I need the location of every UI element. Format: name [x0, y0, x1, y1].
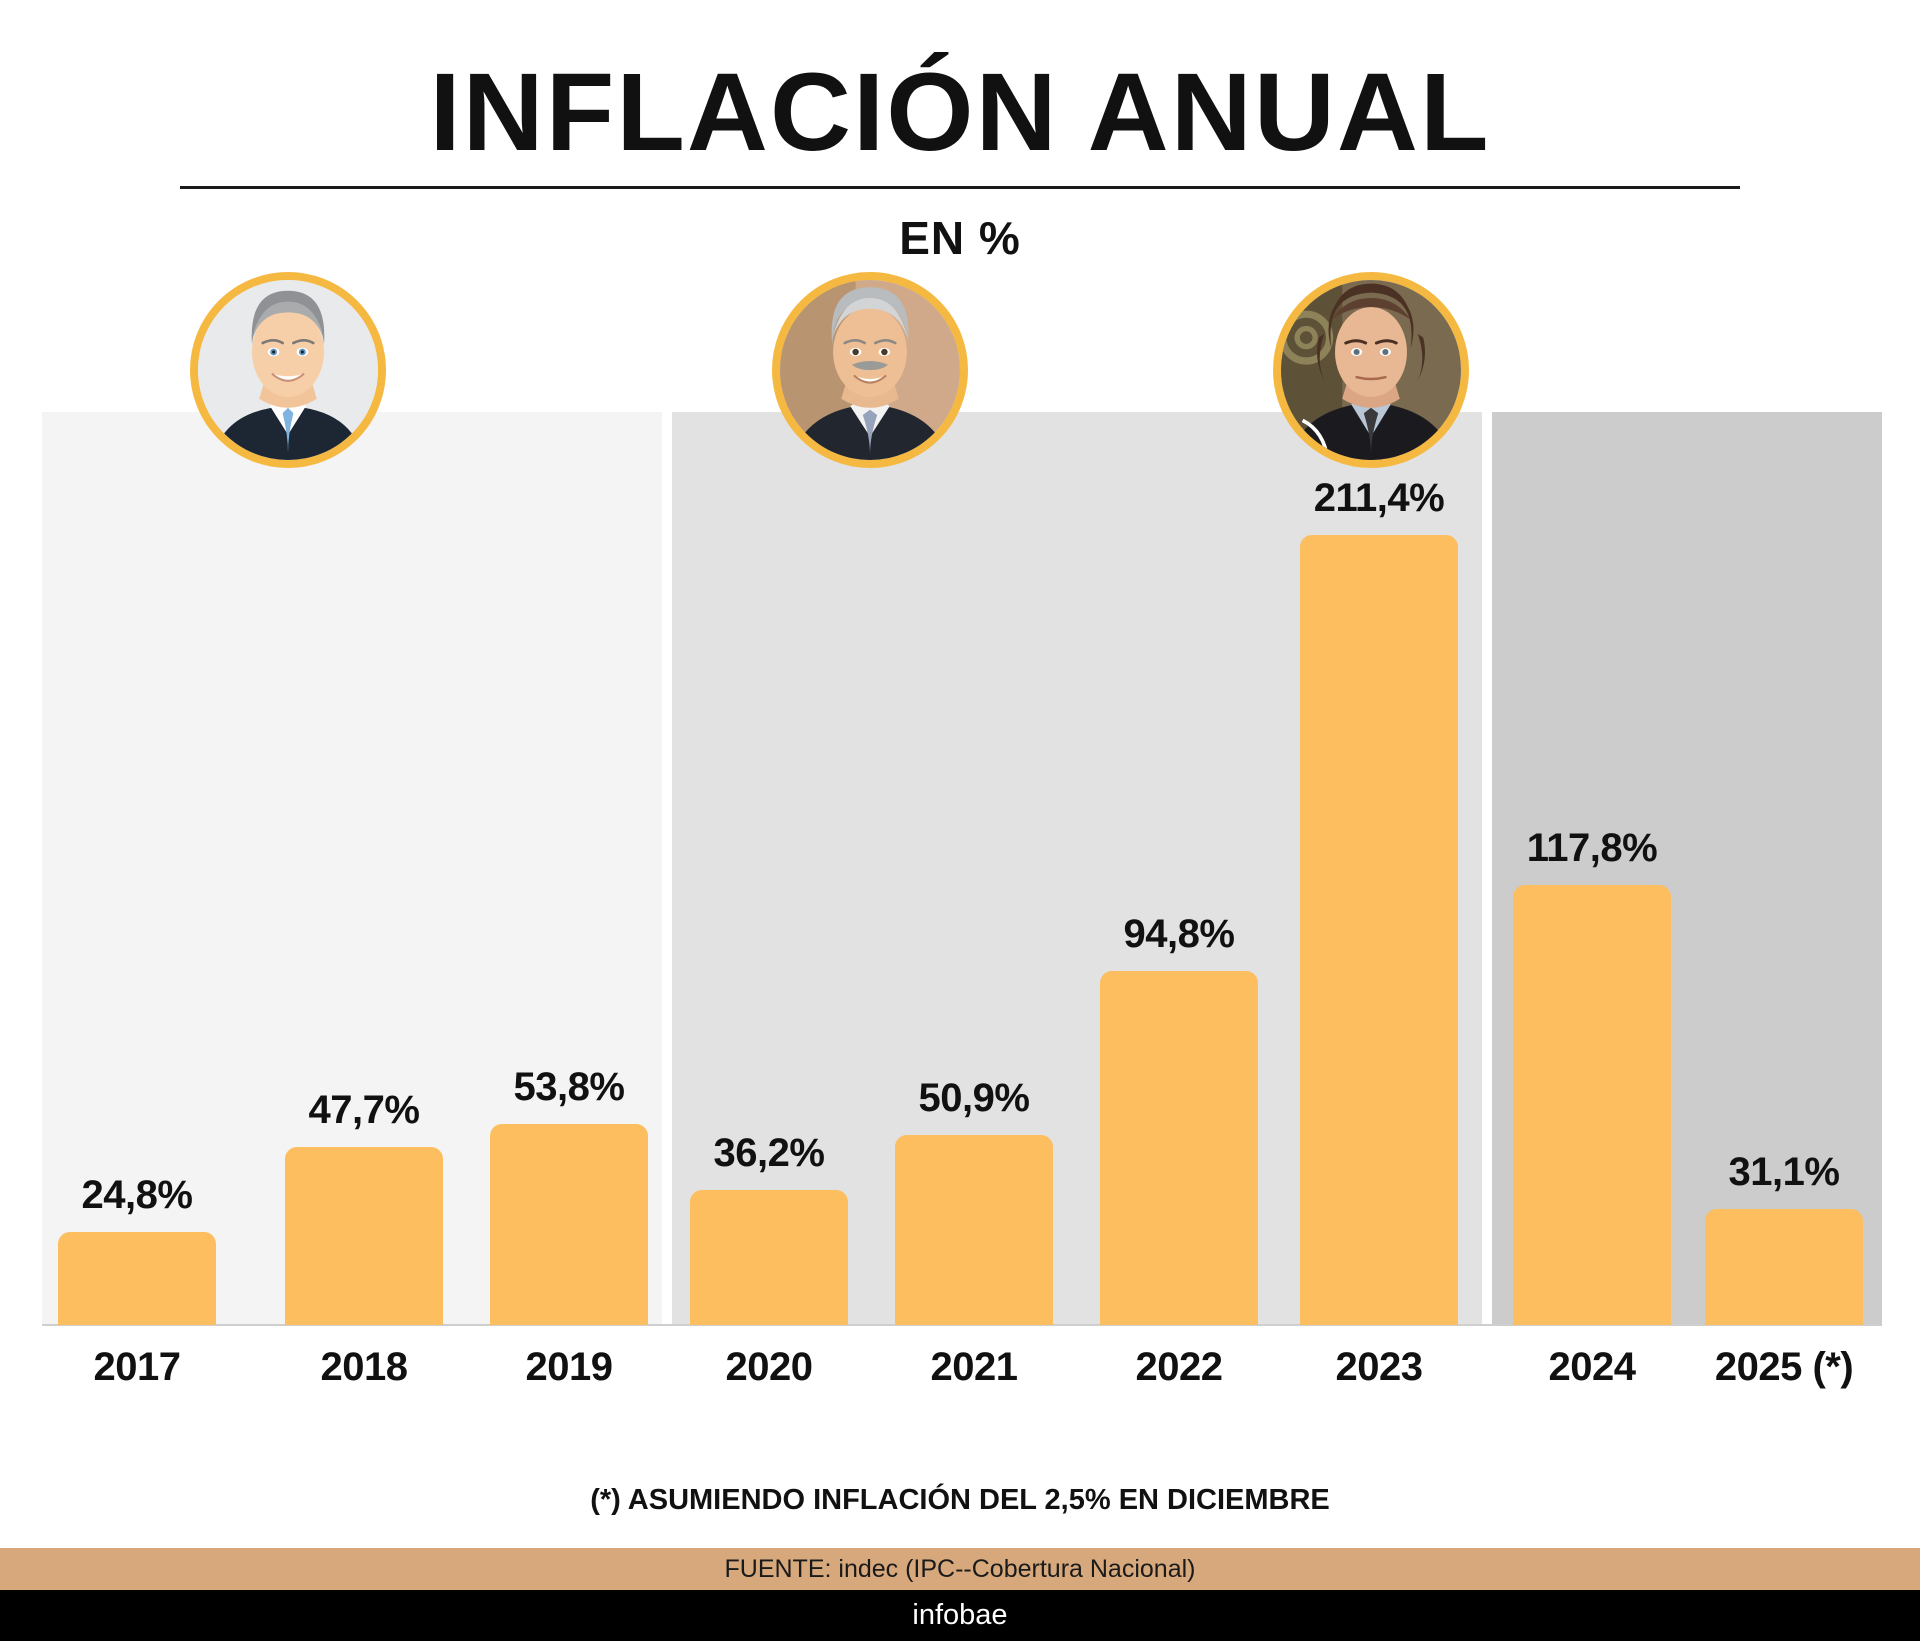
bar-group-2024: 117,8% 2024 [1513, 826, 1671, 1389]
bar [1100, 971, 1258, 1325]
bar-group-2025: 31,1% 2025 (*) [1705, 1150, 1863, 1389]
x-axis-baseline [42, 1324, 1882, 1326]
bar-value-label: 36,2% [713, 1131, 825, 1175]
bar-value-label: 50,9% [918, 1076, 1030, 1120]
bar-value-label: 31,1% [1728, 1150, 1840, 1194]
bar [1705, 1209, 1863, 1325]
bar-value-label: 117,8% [1526, 826, 1658, 870]
bar-group-2018: 47,7% 2018 [285, 1088, 443, 1389]
bar-value-label: 53,8% [513, 1065, 625, 1109]
x-axis-label: 2020 [725, 1345, 813, 1389]
chart-subtitle: EN % [899, 212, 1021, 264]
x-axis-label: 2021 [930, 1345, 1018, 1389]
portrait-macri [190, 272, 386, 468]
portrait-fernandez [772, 272, 968, 468]
chart-header: INFLACIÓN ANUAL EN % [0, 0, 1920, 265]
bar-value-label: 211,4% [1313, 476, 1445, 520]
x-axis-label: 2025 (*) [1714, 1345, 1854, 1389]
bar-value-label: 47,7% [308, 1088, 420, 1132]
footnote: (*) ASUMIENDO INFLACIÓN DEL 2,5% EN DICI… [590, 1484, 1330, 1516]
infobae-logo: infobae [912, 1599, 1008, 1631]
x-axis-label: 2024 [1548, 1345, 1636, 1389]
x-axis-label: 2023 [1335, 1345, 1423, 1389]
x-axis-label: 2017 [93, 1345, 181, 1389]
portrait-milei [1273, 272, 1469, 468]
bar-group-2020: 36,2% 2020 [690, 1131, 848, 1389]
bar-value-label: 94,8% [1123, 912, 1235, 956]
source-text: FUENTE: indec (IPC--Cobertura Nacional) [724, 1554, 1196, 1583]
bar [1300, 535, 1458, 1325]
bar [490, 1124, 648, 1325]
bar [895, 1135, 1053, 1325]
bar [1513, 885, 1671, 1325]
bar-value-label: 24,8% [81, 1173, 193, 1217]
chart-plot-area: 24,8% 2017 47,7% 2018 53,8% 2019 36,2% 2020 50,9… [0, 330, 1920, 1430]
bar-group-2022: 94,8% 2022 [1100, 912, 1258, 1389]
x-axis-label: 2022 [1135, 1345, 1223, 1389]
bar [285, 1147, 443, 1325]
bar-group-2023: 211,4% 2023 [1300, 476, 1458, 1389]
bar-group-2019: 53,8% 2019 [490, 1065, 648, 1389]
bar [58, 1232, 216, 1325]
title-divider [180, 186, 1740, 189]
logo-bar: infobae [0, 1590, 1920, 1641]
bar-group-2017: 24,8% 2017 [58, 1173, 216, 1389]
bar-group-2021: 50,9% 2021 [895, 1076, 1053, 1389]
source-bar: FUENTE: indec (IPC--Cobertura Nacional) [0, 1548, 1920, 1590]
page-title: INFLACIÓN ANUAL [429, 51, 1491, 174]
x-axis-label: 2018 [320, 1345, 408, 1389]
x-axis-label: 2019 [525, 1345, 613, 1389]
bar [690, 1190, 848, 1325]
